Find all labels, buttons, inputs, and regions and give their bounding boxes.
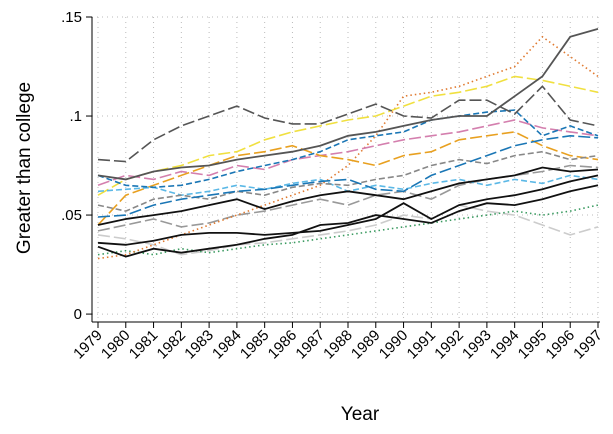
series-line xyxy=(97,150,599,212)
series-line xyxy=(97,134,599,218)
series-line xyxy=(97,184,599,258)
x-tick-label: 1997 xyxy=(570,327,606,363)
x-tick-label: 1991 xyxy=(404,327,440,363)
y-tick-label: 0 xyxy=(74,306,82,323)
x-tick-label: 1979 xyxy=(70,327,106,363)
y-axis-title: Greater than college xyxy=(14,82,35,254)
x-tick-label: 1983 xyxy=(181,327,217,363)
series-line xyxy=(97,131,599,226)
x-tick-label: 1984 xyxy=(209,327,245,363)
x-tick-label: 1986 xyxy=(265,327,301,363)
series-line xyxy=(97,174,599,246)
x-tick-label: 1985 xyxy=(237,327,273,363)
x-tick-label: 1989 xyxy=(348,327,384,363)
x-tick-label: 1981 xyxy=(126,327,162,363)
series-line xyxy=(97,166,599,226)
x-tick-label: 1992 xyxy=(431,327,467,363)
x-tick-label: 1988 xyxy=(320,327,356,363)
x-tick-label: 1982 xyxy=(154,327,190,363)
x-tick-label: 1987 xyxy=(292,327,328,363)
series-line xyxy=(97,119,599,187)
series-line xyxy=(97,204,599,256)
series-line xyxy=(97,204,599,256)
series-line xyxy=(97,164,599,232)
x-axis-title: Year xyxy=(341,404,380,425)
series-line xyxy=(97,85,599,163)
y-tick-label: .15 xyxy=(61,9,82,26)
x-tick-label: 1994 xyxy=(487,327,523,363)
x-tick-label: 1995 xyxy=(515,327,551,363)
x-tick-label: 1980 xyxy=(98,327,134,363)
x-tick-label: 1996 xyxy=(542,327,578,363)
series-line xyxy=(97,75,599,196)
x-tick-label: 1990 xyxy=(376,327,412,363)
x-tick-label: 1993 xyxy=(459,327,495,363)
series-line xyxy=(97,28,599,181)
series-line xyxy=(97,109,599,189)
y-tick-label: .05 xyxy=(61,207,82,224)
y-tick-label: .1 xyxy=(69,108,82,125)
